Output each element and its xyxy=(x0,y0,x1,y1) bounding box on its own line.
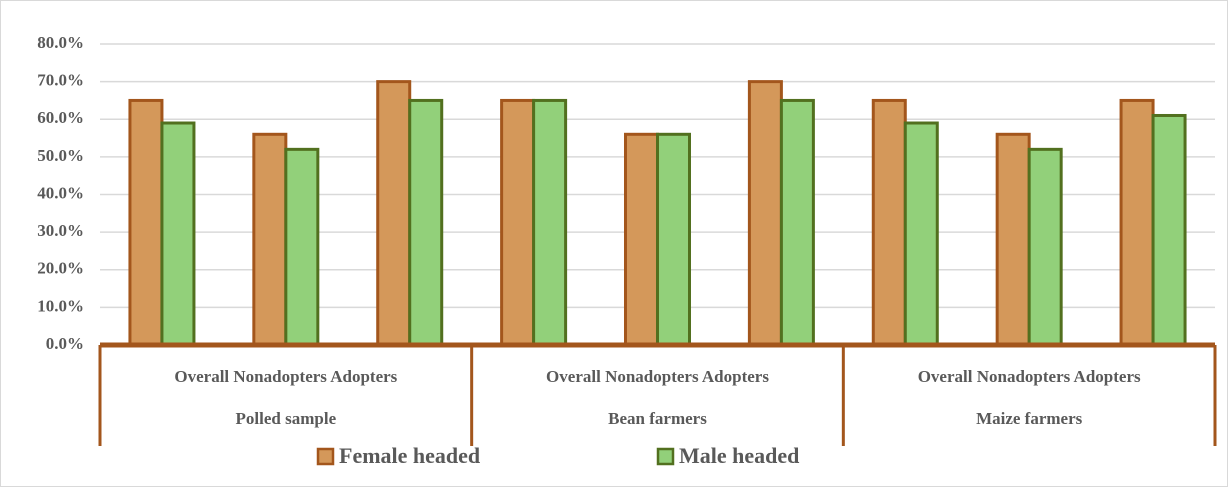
bar xyxy=(871,98,907,347)
x-tick-label: Adopters xyxy=(702,367,769,386)
y-tick-label: 20.0% xyxy=(37,259,84,278)
y-tick-label: 50.0% xyxy=(37,146,84,165)
bar xyxy=(747,80,783,347)
bar xyxy=(656,132,691,347)
x-tick-label: Nonadopters xyxy=(605,367,699,386)
bar xyxy=(532,98,568,347)
bar xyxy=(1119,98,1155,347)
x-tick-label: Adopters xyxy=(330,367,397,386)
category-labels: Overall Nonadopters Adopters xyxy=(546,367,769,386)
category-labels: Overall Nonadopters Adopters xyxy=(174,367,397,386)
bar xyxy=(408,98,444,347)
bar xyxy=(1151,113,1187,347)
y-tick-label: 80.0% xyxy=(37,33,84,52)
group-label: Bean farmers xyxy=(608,409,707,428)
y-tick-label: 70.0% xyxy=(37,71,84,90)
x-tick-label: Adopters xyxy=(1074,367,1141,386)
x-tick-label: Overall xyxy=(546,367,601,386)
bar xyxy=(376,80,412,347)
legend-label: Male headed xyxy=(679,443,799,468)
legend-label: Female headed xyxy=(339,443,480,468)
category-labels: Overall Nonadopters Adopters xyxy=(918,367,1141,386)
group-label: Maize farmers xyxy=(976,409,1083,428)
bar xyxy=(500,98,536,347)
y-tick-label: 60.0% xyxy=(37,108,84,127)
x-tick-label: Nonadopters xyxy=(977,367,1071,386)
y-tick-label: 40.0% xyxy=(37,183,84,202)
y-tick-label: 30.0% xyxy=(37,221,84,240)
y-tick-label: 10.0% xyxy=(37,296,84,315)
group-label: Polled sample xyxy=(236,409,337,428)
legend-swatch xyxy=(656,447,675,466)
x-tick-label: Overall xyxy=(918,367,973,386)
bar xyxy=(779,98,815,347)
bar xyxy=(160,121,196,347)
x-tick-label: Overall xyxy=(174,367,229,386)
bar xyxy=(903,121,939,347)
bar xyxy=(995,132,1031,347)
x-tick-label: Nonadopters xyxy=(233,367,327,386)
bar xyxy=(128,98,164,347)
bar xyxy=(1027,147,1063,347)
bar xyxy=(284,147,320,347)
bar xyxy=(624,132,659,347)
bar xyxy=(252,132,288,347)
y-tick-label: 0.0% xyxy=(46,334,84,353)
legend-swatch xyxy=(316,447,335,466)
